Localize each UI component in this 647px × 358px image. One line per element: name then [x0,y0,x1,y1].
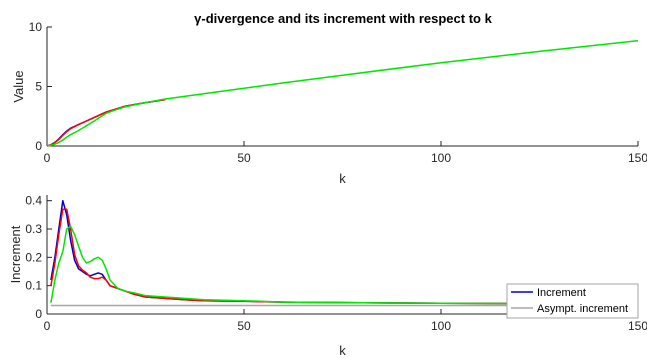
top-y-tick-label: 0 [35,139,42,153]
top-x-tick-label: 0 [44,151,51,165]
bottom-x-tick-label: 0 [44,319,51,333]
bottom-x-tick-label: 150 [628,319,647,333]
bottom-y-axis-label: Increment [8,225,23,283]
bottom-series-line-2 [50,225,639,305]
top-y-tick-label: 10 [29,20,43,34]
top-series-line-2 [46,39,639,147]
chart-title: γ-divergence and its increment with resp… [194,11,492,26]
top-x-tick-label: 50 [237,151,251,165]
top-y-tick-label: 5 [35,80,42,94]
top-axes: 0 50 100 150 0 5 10 k Value [11,20,647,186]
bottom-x-tick-label: 100 [431,319,451,333]
top-x-tick-label: 150 [628,151,647,165]
bottom-y-tick-label: 0.2 [25,250,42,264]
legend-label-increment: Increment [537,287,586,299]
bottom-y-tick-label: 0.3 [25,222,42,236]
top-y-axis-label: Value [11,70,26,102]
top-x-tick-label: 100 [431,151,451,165]
bottom-y-tick-label: 0 [35,307,42,321]
bottom-y-tick-label: 0.4 [25,194,42,208]
legend: Increment Asympt. increment [506,283,639,319]
bottom-x-axis-label: k [339,343,346,358]
bottom-axes: 0 50 100 150 0 0.1 0.2 0.3 0.4 k Increment [8,194,647,358]
legend-box [506,283,639,319]
bottom-x-tick-label: 50 [237,319,251,333]
top-x-axis-label: k [339,171,346,186]
legend-label-asympt-increment: Asympt. increment [537,303,628,315]
bottom-y-tick-label: 0.1 [25,279,42,293]
